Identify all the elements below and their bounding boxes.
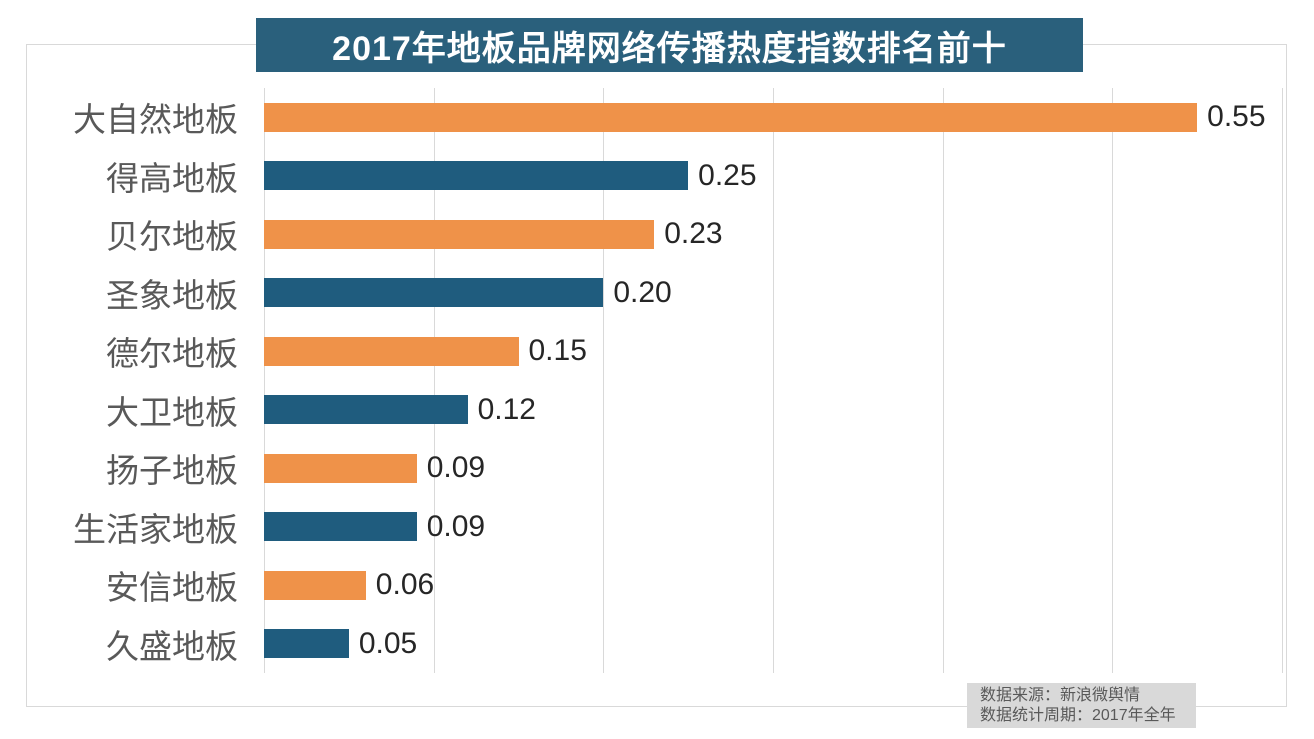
gridline xyxy=(433,88,435,673)
category-label: 德尔地板 xyxy=(106,335,238,373)
value-label: 0.20 xyxy=(613,275,672,309)
bar xyxy=(264,453,417,483)
bar xyxy=(264,512,417,542)
bar xyxy=(264,629,349,659)
category-label: 圣象地板 xyxy=(106,276,238,314)
bar-row: 0.06 xyxy=(264,556,1282,615)
category-label: 大自然地板 xyxy=(73,101,238,139)
bar-row: 0.09 xyxy=(264,498,1282,557)
chart-title: 2017年地板品牌网络传播热度指数排名前十 xyxy=(332,29,1007,68)
bar xyxy=(264,161,689,191)
category-label: 得高地板 xyxy=(106,159,238,197)
value-label: 0.06 xyxy=(375,568,435,602)
gridline xyxy=(264,88,265,673)
gridline xyxy=(1112,88,1114,673)
value-label: 0.15 xyxy=(528,334,587,368)
bar-row: 0.55 xyxy=(264,88,1282,147)
bar-row: 0.12 xyxy=(264,381,1282,440)
bar xyxy=(264,395,468,425)
category-label: 久盛地板 xyxy=(106,627,238,665)
bar xyxy=(264,336,519,366)
bar-row: 0.05 xyxy=(264,615,1282,674)
value-label: 0.23 xyxy=(664,217,723,251)
gridline xyxy=(773,88,774,673)
plot-area: 0.55 0.25 0.23 0.20 0.15 0.12 0.09 0.09 0.06 0.05 xyxy=(264,88,1283,674)
bar xyxy=(264,219,655,249)
data-source-note: 数据来源：新浪微舆情 数据统计周期：2017年全年 xyxy=(967,683,1196,728)
value-label: 0.25 xyxy=(698,158,757,192)
gridline xyxy=(1282,88,1283,673)
category-label: 生活家地板 xyxy=(73,510,238,548)
source-line: 数据来源：新浪微舆情 xyxy=(980,687,1141,704)
bar xyxy=(264,102,1198,132)
category-axis: 大自然地板得高地板贝尔地板圣象地板德尔地板大卫地板扬子地板生活家地板安信地板久盛… xyxy=(26,88,238,673)
value-label: 0.05 xyxy=(358,626,418,660)
bar-row: 0.25 xyxy=(264,147,1282,206)
bar-row: 0.23 xyxy=(264,205,1282,264)
category-label: 大卫地板 xyxy=(106,393,238,431)
title-banner: 2017年地板品牌网络传播热度指数排名前十 xyxy=(256,18,1083,72)
category-label: 安信地板 xyxy=(106,569,238,607)
value-label: 0.09 xyxy=(426,451,486,485)
value-label: 0.55 xyxy=(1207,100,1266,134)
category-label: 贝尔地板 xyxy=(106,218,238,256)
bar xyxy=(264,278,604,308)
gridline xyxy=(603,88,605,673)
category-label: 扬子地板 xyxy=(106,452,238,490)
value-label: 0.12 xyxy=(477,392,536,426)
period-line: 数据统计周期：2017年全年 xyxy=(980,707,1176,724)
bar xyxy=(264,570,366,600)
bar-row: 0.20 xyxy=(264,264,1282,323)
gridline xyxy=(942,88,944,673)
bar-row: 0.09 xyxy=(264,439,1282,498)
chart-frame xyxy=(26,44,1287,707)
bar-row: 0.15 xyxy=(264,322,1282,381)
value-label: 0.09 xyxy=(426,509,486,543)
